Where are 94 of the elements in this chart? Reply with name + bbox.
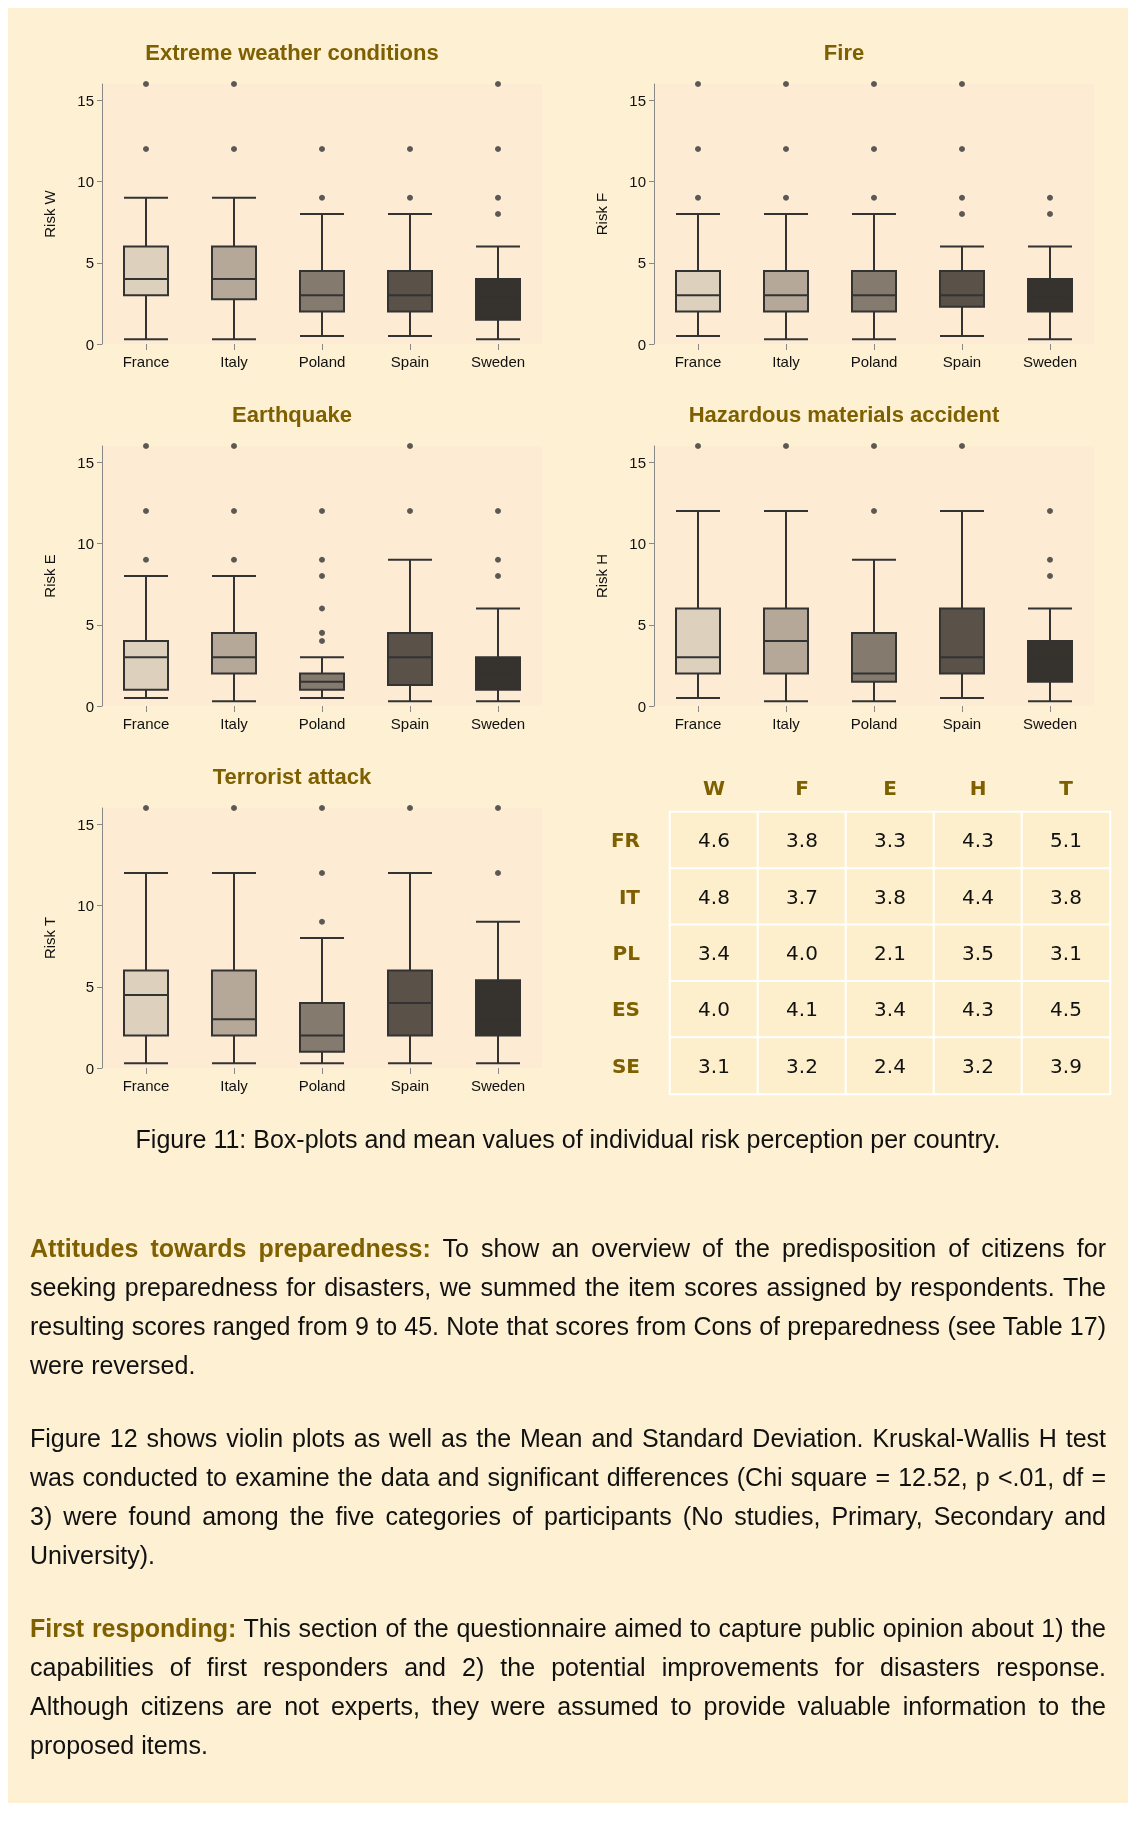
x-tick-label: Spain <box>942 715 982 732</box>
data-label: 3.2 <box>962 1053 994 1078</box>
x-tick-label: Sweden <box>470 353 526 370</box>
y-axis-title: Risk T <box>41 916 58 960</box>
data-label: 4.1 <box>786 997 818 1022</box>
x-tick-label: Spain <box>390 715 430 732</box>
data-label: 4.8 <box>698 884 730 909</box>
x-tick-label: W <box>702 776 726 800</box>
x-tick-label: France <box>122 353 170 370</box>
y-tick-label: 15 <box>629 91 646 109</box>
y-tick-label: 5 <box>85 978 94 996</box>
data-label: 2.1 <box>874 941 906 965</box>
y-tick-label: 15 <box>77 815 94 833</box>
x-tick-label: Italy <box>220 353 249 370</box>
data-label: 4.6 <box>698 828 730 853</box>
chart-title: Hazardous materials accident <box>688 401 1000 427</box>
y-tick-label: IT <box>618 884 641 909</box>
x-tick-label: Poland <box>298 715 346 732</box>
x-tick-label: France <box>122 1077 170 1094</box>
x-tick-label: Spain <box>942 353 982 370</box>
y-axis-title: Risk H <box>593 553 610 599</box>
data-label: 4.4 <box>962 884 994 909</box>
y-tick-label: 0 <box>85 697 94 715</box>
data-label: 3.1 <box>1050 941 1082 965</box>
data-label: 3.9 <box>1050 1053 1082 1078</box>
x-tick-label: Italy <box>772 353 801 370</box>
y-tick-label: FR <box>610 828 640 853</box>
y-tick-label: 10 <box>77 535 94 552</box>
data-label: 3.8 <box>786 828 818 853</box>
x-tick-label: Sweden <box>470 1077 526 1094</box>
x-tick-label: H <box>969 776 987 800</box>
x-tick-label: Spain <box>390 353 430 370</box>
x-tick-label: Italy <box>220 715 249 732</box>
data-label: 3.3 <box>874 828 906 853</box>
x-tick-label: France <box>674 715 722 732</box>
chart-title: Extreme weather conditions <box>145 39 439 65</box>
y-tick-label: 15 <box>629 453 646 471</box>
data-label: 3.4 <box>698 941 730 965</box>
x-tick-label: Poland <box>298 353 346 370</box>
y-tick-label: 5 <box>85 254 94 272</box>
y-tick-label: 10 <box>629 535 646 552</box>
y-tick-label: 0 <box>85 335 94 353</box>
y-tick-label: 10 <box>629 173 646 190</box>
data-label: 5.1 <box>1050 828 1082 853</box>
data-label: 2.4 <box>874 1053 906 1078</box>
y-tick-label: PL <box>612 941 641 965</box>
y-tick-label: 5 <box>85 616 94 634</box>
x-tick-label: Sweden <box>1022 353 1078 370</box>
data-label: 3.8 <box>1050 884 1082 909</box>
data-label: 4.5 <box>1050 997 1082 1022</box>
text: First responding: This section of the questionnaire aimed to capture public opinion about 1) the capabilities of first responders and 2) the potential improvements for disasters response. Although citizens are not experts, they were assumed to provide valuable information to the proposed items. <box>30 1613 1106 1761</box>
y-tick-label: SE <box>611 1053 640 1078</box>
chart-title: Terrorist attack <box>212 763 373 789</box>
data-label: 4.3 <box>962 828 994 853</box>
x-tick-label: Italy <box>772 715 801 732</box>
x-tick-label: Poland <box>850 353 898 370</box>
data-label: 3.4 <box>874 997 906 1022</box>
x-tick-label: France <box>674 353 722 370</box>
data-label: 4.0 <box>698 997 730 1022</box>
x-tick-label: Poland <box>850 715 898 732</box>
x-tick-label: Italy <box>220 1077 249 1094</box>
y-tick-label: 10 <box>77 897 94 914</box>
x-tick-label: Poland <box>298 1077 346 1094</box>
x-tick-label: T <box>1059 776 1074 800</box>
y-tick-label: 10 <box>77 173 94 190</box>
y-tick-label: ES <box>611 997 640 1022</box>
data-label: 3.5 <box>962 941 994 965</box>
data-label: 3.7 <box>786 884 818 909</box>
text: Attitudes towards preparedness: To show an overview of the predisposition of citizens for seeking preparedness for disasters, we summed the item scores assigned by respondents. The resulting scores ranged from 9 to 45. Note that scores from Cons of preparedness (see Table 17) were reversed. <box>30 1233 1106 1381</box>
chart-title: Earthquake <box>232 401 352 427</box>
y-tick-label: 0 <box>85 1059 94 1077</box>
data-label: 3.2 <box>786 1053 818 1078</box>
data-label: 3.8 <box>874 884 906 909</box>
y-tick-label: 0 <box>637 335 646 353</box>
y-tick-label: 0 <box>637 697 646 715</box>
y-tick-label: 15 <box>77 453 94 471</box>
caption: Figure 11: Box-plots and mean values of individual risk perception per country. <box>134 1124 1002 1155</box>
y-tick-label: 5 <box>637 254 646 272</box>
data-label: 3.1 <box>698 1053 730 1078</box>
x-tick-label: Spain <box>390 1077 430 1094</box>
data-label: 4.0 <box>786 941 818 965</box>
x-tick-label: Sweden <box>470 715 526 732</box>
x-tick-label: F <box>795 776 809 800</box>
x-tick-label: France <box>122 715 170 732</box>
y-axis-title: Risk W <box>41 189 58 238</box>
chart-title: Fire <box>823 39 865 65</box>
y-tick-label: 5 <box>637 616 646 634</box>
y-axis-title: Risk E <box>41 554 58 598</box>
y-tick-label: 15 <box>77 91 94 109</box>
data-label: 4.3 <box>962 997 994 1022</box>
x-tick-label: Sweden <box>1022 715 1078 732</box>
caption: Figure 12 shows violin plots as well as the Mean and Standard Deviation. Kruskal-Wallis H test was conducted to examine the data and significant differences (Chi square = 12.52, p <.01, df = 3) were found among the five categories of participants (No studies, Primary, Secondary and University). <box>30 1423 1106 1571</box>
y-axis-title: Risk F <box>593 192 610 236</box>
x-tick-label: E <box>883 776 897 800</box>
